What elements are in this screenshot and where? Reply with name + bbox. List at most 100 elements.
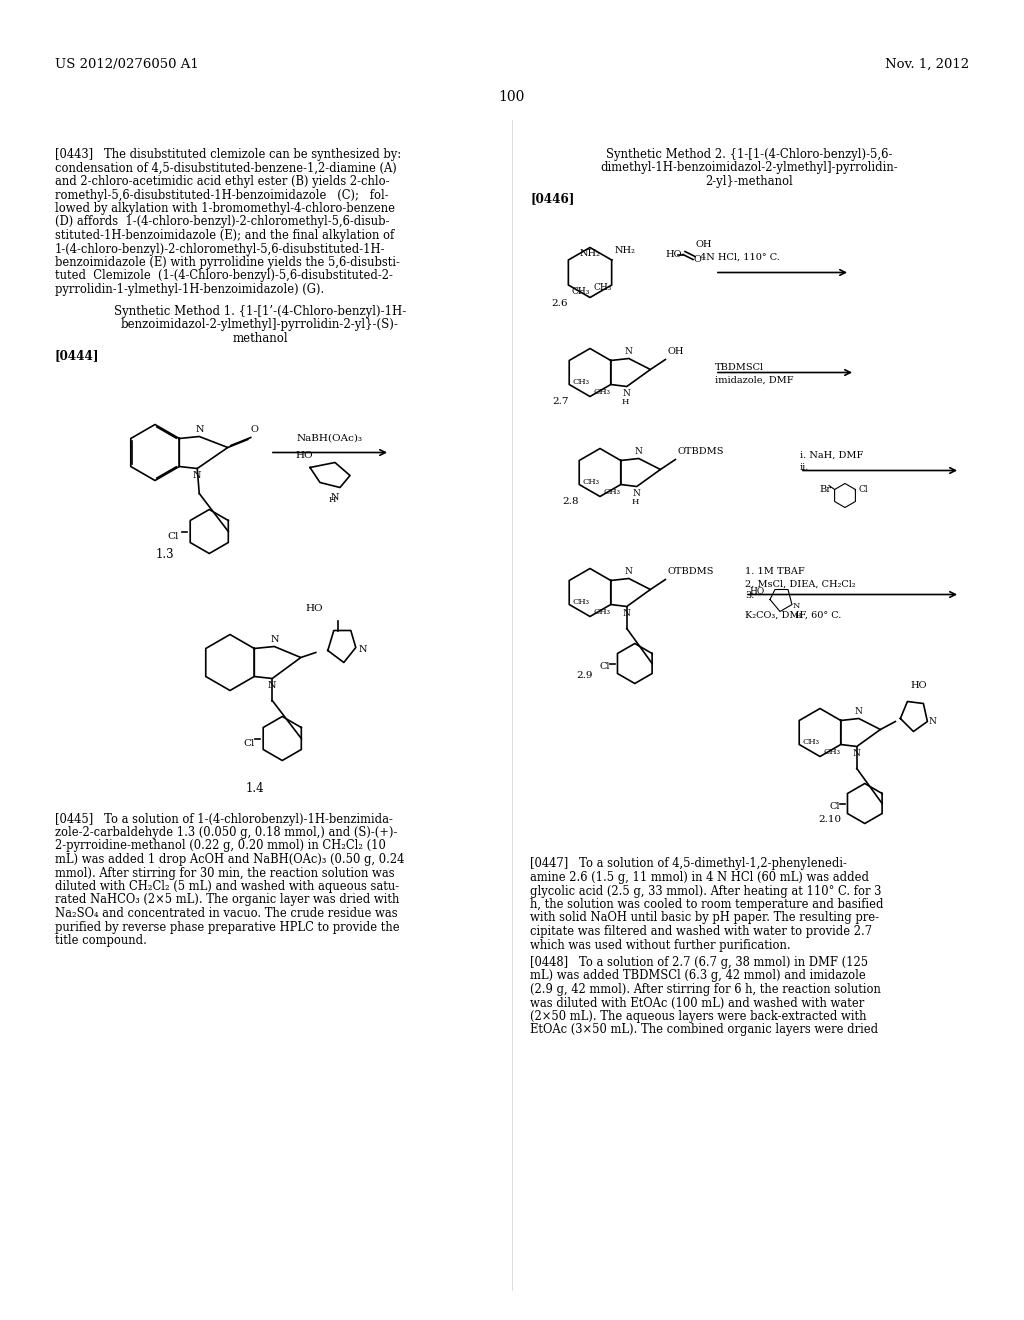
Text: HO: HO: [750, 587, 765, 597]
Text: 1.4: 1.4: [246, 783, 264, 796]
Text: N: N: [331, 492, 339, 502]
Text: stituted-1H-benzoimidazole (E); and the final alkylation of: stituted-1H-benzoimidazole (E); and the …: [55, 228, 394, 242]
Text: 3.: 3.: [745, 591, 755, 601]
Text: benzoimidazole (E) with pyrrolidine yields the 5,6-disubsti-: benzoimidazole (E) with pyrrolidine yiel…: [55, 256, 400, 269]
Text: OH: OH: [668, 347, 684, 356]
Text: N: N: [268, 681, 276, 690]
Text: imidazole, DMF: imidazole, DMF: [715, 375, 794, 384]
Text: N: N: [625, 346, 633, 355]
Text: zole-2-carbaldehyde 1.3 (0.050 g, 0.18 mmol,) and (S)-(+)-: zole-2-carbaldehyde 1.3 (0.050 g, 0.18 m…: [55, 826, 397, 840]
Text: K₂CO₃, DMF, 60° C.: K₂CO₃, DMF, 60° C.: [745, 610, 842, 619]
Text: N: N: [633, 488, 641, 498]
Text: 100: 100: [499, 90, 525, 104]
Text: HO: HO: [910, 681, 927, 689]
Text: CH₃: CH₃: [593, 284, 611, 293]
Text: N: N: [635, 446, 643, 455]
Text: 2.8: 2.8: [563, 498, 580, 507]
Text: 1-(4-chloro-benzyl)-2-chloromethyl-5,6-disubstituted-1H-: 1-(4-chloro-benzyl)-2-chloromethyl-5,6-d…: [55, 243, 385, 256]
Text: and 2-chloro-acetimidic acid ethyl ester (B) yields 2-chlo-: and 2-chloro-acetimidic acid ethyl ester…: [55, 176, 389, 187]
Text: diluted with CH₂Cl₂ (5 mL) and washed with aqueous satu-: diluted with CH₂Cl₂ (5 mL) and washed wi…: [55, 880, 399, 894]
Text: 2.7: 2.7: [553, 397, 569, 407]
Text: lowed by alkylation with 1-bromomethyl-4-chloro-benzene: lowed by alkylation with 1-bromomethyl-4…: [55, 202, 395, 215]
Text: US 2012/0276050 A1: US 2012/0276050 A1: [55, 58, 199, 71]
Text: Na₂SO₄ and concentrated in vacuo. The crude residue was: Na₂SO₄ and concentrated in vacuo. The cr…: [55, 907, 397, 920]
Text: romethyl-5,6-disubstituted-1H-benzoimidazole   (C);   fol-: romethyl-5,6-disubstituted-1H-benzoimida…: [55, 189, 389, 202]
Text: cipitate was filtered and washed with water to provide 2.7: cipitate was filtered and washed with wa…: [530, 925, 872, 939]
Text: i. NaH, DMF: i. NaH, DMF: [800, 450, 863, 459]
Text: CH₃: CH₃: [583, 479, 599, 487]
Text: 1.3: 1.3: [156, 548, 174, 561]
Text: CH₃: CH₃: [593, 607, 610, 615]
Text: title compound.: title compound.: [55, 935, 146, 946]
Text: TBDMSCl: TBDMSCl: [715, 363, 764, 371]
Text: h, the solution was cooled to room temperature and basified: h, the solution was cooled to room tempe…: [530, 898, 884, 911]
Text: Synthetic Method 1. {1-[1’-(4-Chloro-benzyl)-1H-: Synthetic Method 1. {1-[1’-(4-Chloro-ben…: [114, 305, 407, 318]
Text: N: N: [196, 425, 205, 433]
Text: [0448]   To a solution of 2.7 (6.7 g, 38 mmol) in DMF (125: [0448] To a solution of 2.7 (6.7 g, 38 m…: [530, 956, 868, 969]
Text: [0446]: [0446]: [530, 193, 574, 206]
Text: CH₃: CH₃: [572, 379, 589, 387]
Text: N: N: [929, 717, 936, 726]
Text: OH: OH: [695, 240, 712, 249]
Text: NaBH(OAc)₃: NaBH(OAc)₃: [297, 433, 362, 442]
Text: 4N HCl, 110° C.: 4N HCl, 110° C.: [700, 252, 780, 261]
Text: methanol: methanol: [232, 331, 288, 345]
Text: CH₃: CH₃: [802, 738, 819, 747]
Text: N: N: [623, 609, 631, 618]
Text: glycolic acid (2.5 g, 33 mmol). After heating at 110° C. for 3: glycolic acid (2.5 g, 33 mmol). After he…: [530, 884, 882, 898]
Text: tuted  Clemizole  (1-(4-Chloro-benzyl)-5,6-disubstituted-2-: tuted Clemizole (1-(4-Chloro-benzyl)-5,6…: [55, 269, 393, 282]
Text: 2-pyrroidine-methanol (0.22 g, 0.20 mmol) in CH₂Cl₂ (10: 2-pyrroidine-methanol (0.22 g, 0.20 mmol…: [55, 840, 386, 853]
Text: H: H: [795, 611, 802, 619]
Text: 2. MsCl, DIEA, CH₂Cl₂: 2. MsCl, DIEA, CH₂Cl₂: [745, 579, 856, 589]
Text: N: N: [193, 471, 202, 480]
Text: NH₂: NH₂: [614, 246, 636, 255]
Text: was diluted with EtOAc (100 mL) and washed with water: was diluted with EtOAc (100 mL) and wash…: [530, 997, 864, 1010]
Text: Br: Br: [819, 486, 831, 495]
Text: which was used without further purification.: which was used without further purificat…: [530, 939, 791, 952]
Text: N: N: [623, 388, 631, 397]
Text: N: N: [358, 645, 368, 653]
Text: 2-yl}-methanol: 2-yl}-methanol: [706, 176, 793, 187]
Text: N: N: [853, 748, 861, 758]
Text: dimethyl-1H-benzoimidazol-2-ylmethyl]-pyrrolidin-: dimethyl-1H-benzoimidazol-2-ylmethyl]-py…: [600, 161, 898, 174]
Text: NH₂: NH₂: [580, 249, 600, 259]
Text: purified by reverse phase preparative HPLC to provide the: purified by reverse phase preparative HP…: [55, 920, 399, 933]
Text: HO: HO: [305, 605, 323, 612]
Text: H: H: [329, 495, 336, 503]
Text: (2.9 g, 42 mmol). After stirring for 6 h, the reaction solution: (2.9 g, 42 mmol). After stirring for 6 h…: [530, 983, 881, 997]
Text: Cl: Cl: [858, 484, 868, 494]
Text: H: H: [631, 499, 639, 507]
Text: OTBDMS: OTBDMS: [678, 447, 724, 457]
Text: HO: HO: [665, 249, 682, 259]
Text: rated NaHCO₃ (2×5 mL). The organic layer was dried with: rated NaHCO₃ (2×5 mL). The organic layer…: [55, 894, 399, 907]
Text: 2.6: 2.6: [552, 298, 568, 308]
Text: CH₃: CH₃: [603, 487, 620, 495]
Text: condensation of 4,5-disubstituted-benzene-1,2-diamine (A): condensation of 4,5-disubstituted-benzen…: [55, 161, 396, 174]
Text: N: N: [271, 635, 280, 644]
Text: [0444]: [0444]: [55, 348, 99, 362]
Text: Cl: Cl: [829, 803, 840, 810]
Text: 2.9: 2.9: [577, 671, 593, 680]
Text: N: N: [793, 602, 801, 610]
Text: (D) affords  1-(4-chloro-benzyl)-2-chloromethyl-5,6-disub-: (D) affords 1-(4-chloro-benzyl)-2-chloro…: [55, 215, 389, 228]
Text: HO: HO: [295, 451, 312, 459]
Text: mmol). After stirring for 30 min, the reaction solution was: mmol). After stirring for 30 min, the re…: [55, 866, 394, 879]
Text: EtOAc (3×50 mL). The combined organic layers were dried: EtOAc (3×50 mL). The combined organic la…: [530, 1023, 879, 1036]
Text: with solid NaOH until basic by pH paper. The resulting pre-: with solid NaOH until basic by pH paper.…: [530, 912, 879, 924]
Text: O: O: [693, 255, 700, 264]
Text: OTBDMS: OTBDMS: [668, 568, 714, 577]
Text: Cl: Cl: [599, 663, 609, 671]
Text: mL) was added 1 drop AcOH and NaBH(OAc)₃ (0.50 g, 0.24: mL) was added 1 drop AcOH and NaBH(OAc)₃…: [55, 853, 404, 866]
Text: CH₃: CH₃: [823, 747, 840, 755]
Text: Nov. 1, 2012: Nov. 1, 2012: [885, 58, 969, 71]
Text: (2×50 mL). The aqueous layers were back-extracted with: (2×50 mL). The aqueous layers were back-…: [530, 1010, 866, 1023]
Text: N: N: [625, 566, 633, 576]
Text: [0447]   To a solution of 4,5-dimethyl-1,2-phenylenedi-: [0447] To a solution of 4,5-dimethyl-1,2…: [530, 858, 847, 870]
Text: 1. 1M TBAF: 1. 1M TBAF: [745, 568, 805, 577]
Text: 2.10: 2.10: [818, 816, 842, 825]
Text: H: H: [622, 399, 629, 407]
Text: CH₃: CH₃: [572, 598, 589, 606]
Text: Cl: Cl: [168, 532, 179, 541]
Text: ii.: ii.: [800, 463, 809, 473]
Text: benzoimidazol-2-ylmethyl]-pyrrolidin-2-yl}-(S)-: benzoimidazol-2-ylmethyl]-pyrrolidin-2-y…: [121, 318, 399, 331]
